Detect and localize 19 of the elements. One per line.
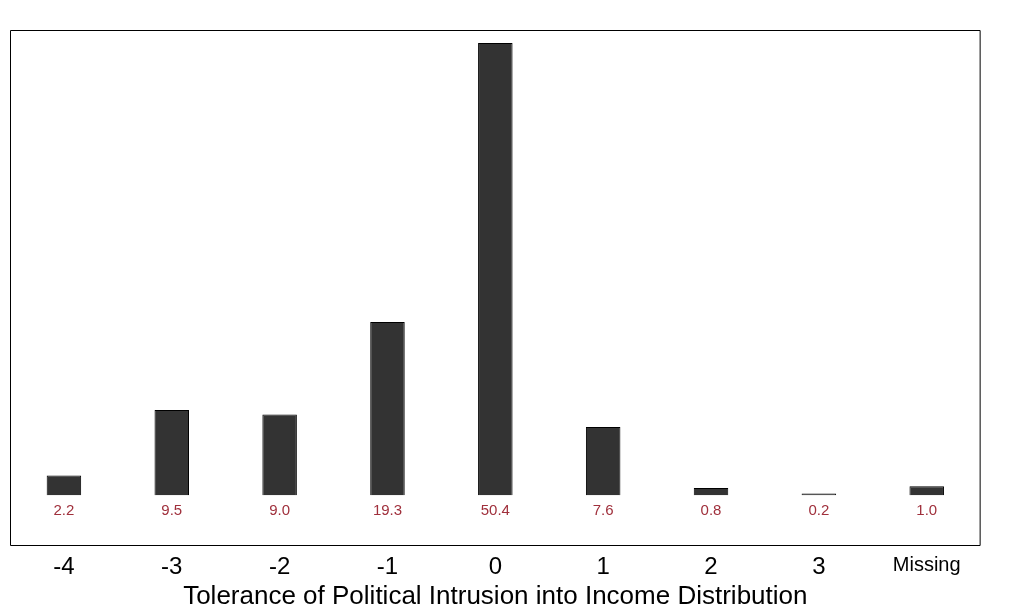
x-tick-label: -2 (268, 552, 291, 580)
x-tick-label: 0 (488, 552, 502, 580)
x-tick-label: 1 (596, 552, 610, 580)
x-tick-label: Missing (892, 552, 961, 575)
x-tick-label: -4 (53, 552, 75, 580)
data-label: 1.0 (916, 501, 938, 519)
data-label: 50.4 (480, 501, 510, 519)
data-label: 9.0 (269, 501, 291, 519)
data-label: 9.5 (161, 501, 183, 519)
data-label: 7.6 (592, 501, 614, 519)
x-tick-label: 2 (704, 552, 718, 580)
x-tick-label: 3 (812, 552, 826, 580)
data-label: 2.2 (53, 501, 75, 519)
x-tick-label: -3 (161, 552, 183, 580)
x-tick-label: -1 (376, 552, 399, 580)
x-axis-title: Tolerance of Political Intrusion into Income Distribution (183, 580, 808, 610)
data-label: 19.3 (372, 501, 403, 519)
data-label: 0.8 (700, 501, 722, 519)
data-label: 0.2 (808, 501, 830, 519)
